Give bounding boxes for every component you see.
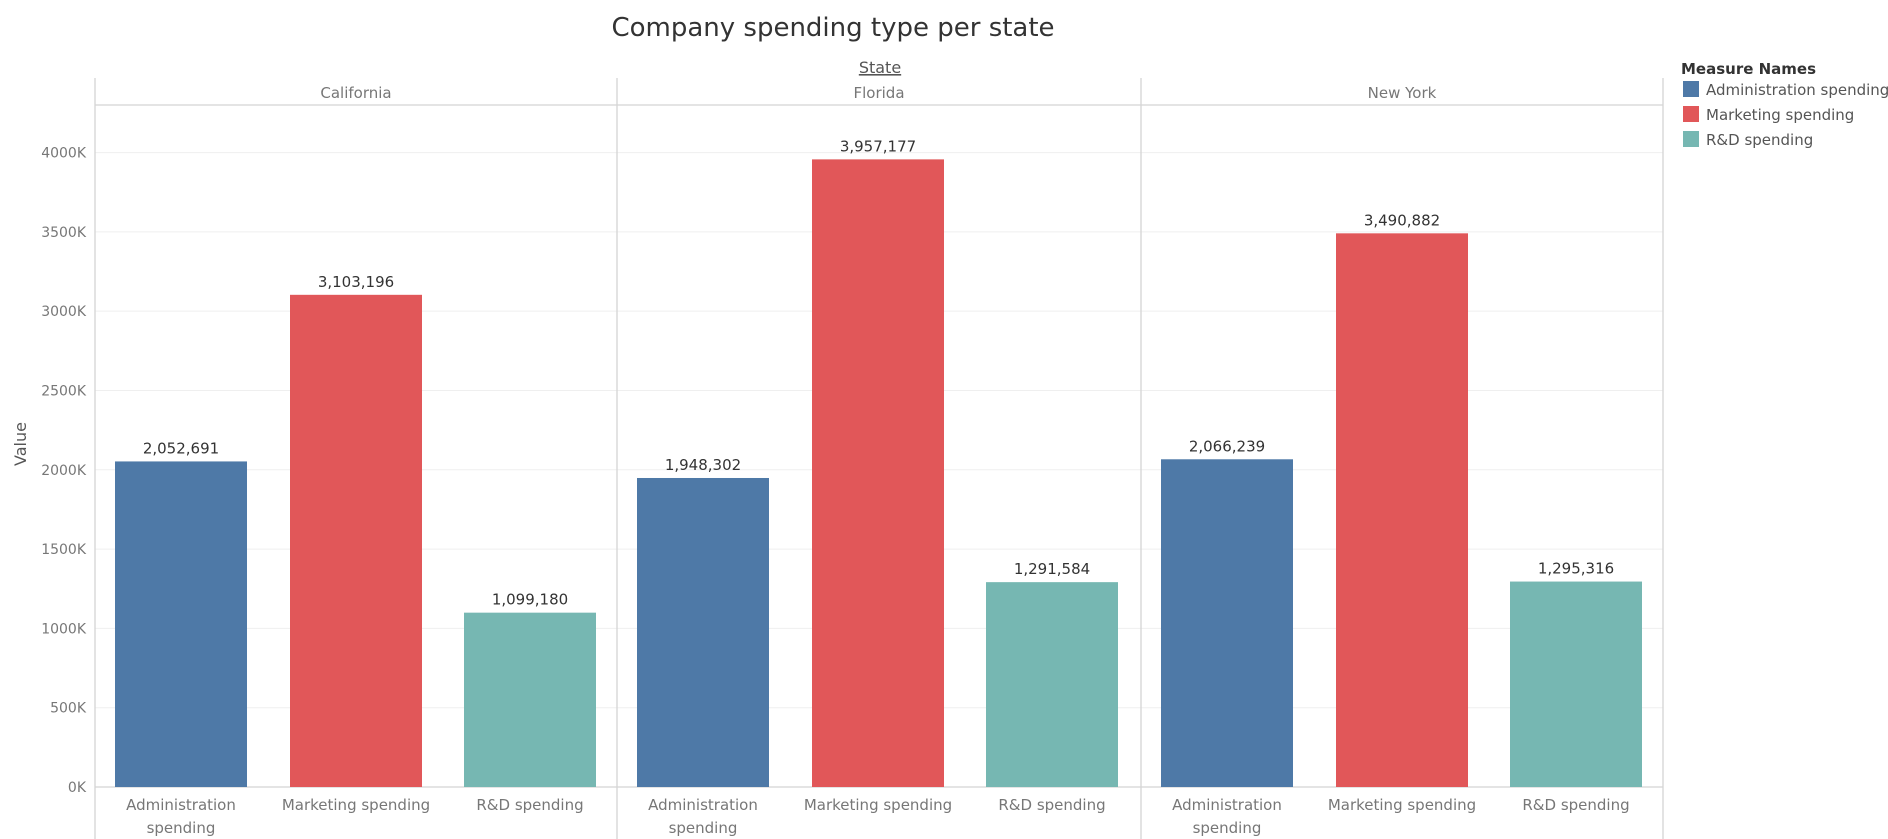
y-tick-label: 1000K (41, 621, 87, 637)
y-axis-label: Value (11, 422, 30, 466)
x-category-label: Administration (1172, 796, 1282, 814)
x-category-label: R&D spending (476, 796, 583, 814)
bar[interactable] (986, 582, 1118, 787)
bar[interactable] (464, 612, 596, 787)
bar[interactable] (637, 477, 769, 787)
y-tick-label: 1500K (41, 542, 87, 558)
x-category-label: Administration (648, 796, 758, 814)
bar[interactable] (115, 461, 247, 787)
panel-header-california[interactable]: California (320, 84, 391, 102)
y-axis: 0K 500K 1000K 1500K 2000K 2500K 3000K 3500K 4000… (41, 146, 87, 796)
x-category-label: spending (147, 819, 216, 837)
y-tick-label: 0K (68, 780, 87, 796)
data-label: 3,957,177 (840, 137, 916, 155)
x-category-label: Marketing spending (282, 796, 430, 814)
data-label: 1,295,316 (1538, 560, 1614, 578)
y-tick-label: 3500K (41, 225, 87, 241)
x-category-label: Administration (126, 796, 236, 814)
column-header-state[interactable]: State (859, 58, 901, 77)
data-label: 1,291,584 (1014, 560, 1090, 578)
panel-header-florida[interactable]: Florida (853, 84, 904, 102)
x-category-label: R&D spending (998, 796, 1105, 814)
chart-title: Company spending type per state (611, 13, 1054, 43)
data-label: 2,066,239 (1189, 437, 1265, 455)
x-category-label: Marketing spending (1328, 796, 1476, 814)
bar[interactable] (290, 294, 422, 787)
x-category-label: Marketing spending (804, 796, 952, 814)
legend-swatch[interactable] (1683, 131, 1699, 147)
data-label: 3,490,882 (1364, 211, 1440, 229)
bar[interactable] (1336, 233, 1468, 787)
bar[interactable] (812, 159, 944, 788)
x-category-label: spending (1193, 819, 1262, 837)
legend-item-label[interactable]: Administration spending (1706, 81, 1888, 99)
y-tick-label: 4000K (41, 146, 87, 162)
legend-swatch[interactable] (1683, 106, 1699, 122)
data-label: 1,099,180 (492, 591, 568, 609)
data-labels: 2,052,691 3,103,196 1,099,180 1,948,302 3,95… (143, 137, 1614, 608)
data-label: 2,052,691 (143, 439, 219, 457)
legend-item-label[interactable]: Marketing spending (1706, 106, 1854, 124)
legend: Measure Names Administration spending Mar… (1681, 60, 1888, 149)
bar[interactable] (1510, 581, 1642, 787)
category-labels: Administration spending Marketing spending… (126, 796, 1630, 837)
legend-item-label[interactable]: R&D spending (1706, 131, 1813, 149)
y-tick-label: 2000K (41, 463, 87, 479)
y-tick-label: 3000K (41, 304, 87, 320)
legend-title: Measure Names (1681, 60, 1816, 78)
legend-swatch[interactable] (1683, 81, 1699, 97)
y-tick-label: 2500K (41, 383, 87, 399)
x-category-label: R&D spending (1522, 796, 1629, 814)
data-label: 3,103,196 (318, 273, 394, 291)
bar[interactable] (1161, 459, 1293, 787)
x-category-label: spending (669, 819, 738, 837)
bars (115, 159, 1642, 788)
y-tick-label: 500K (50, 701, 87, 717)
panel-header-new-york[interactable]: New York (1368, 84, 1437, 102)
data-label: 1,948,302 (665, 456, 741, 474)
